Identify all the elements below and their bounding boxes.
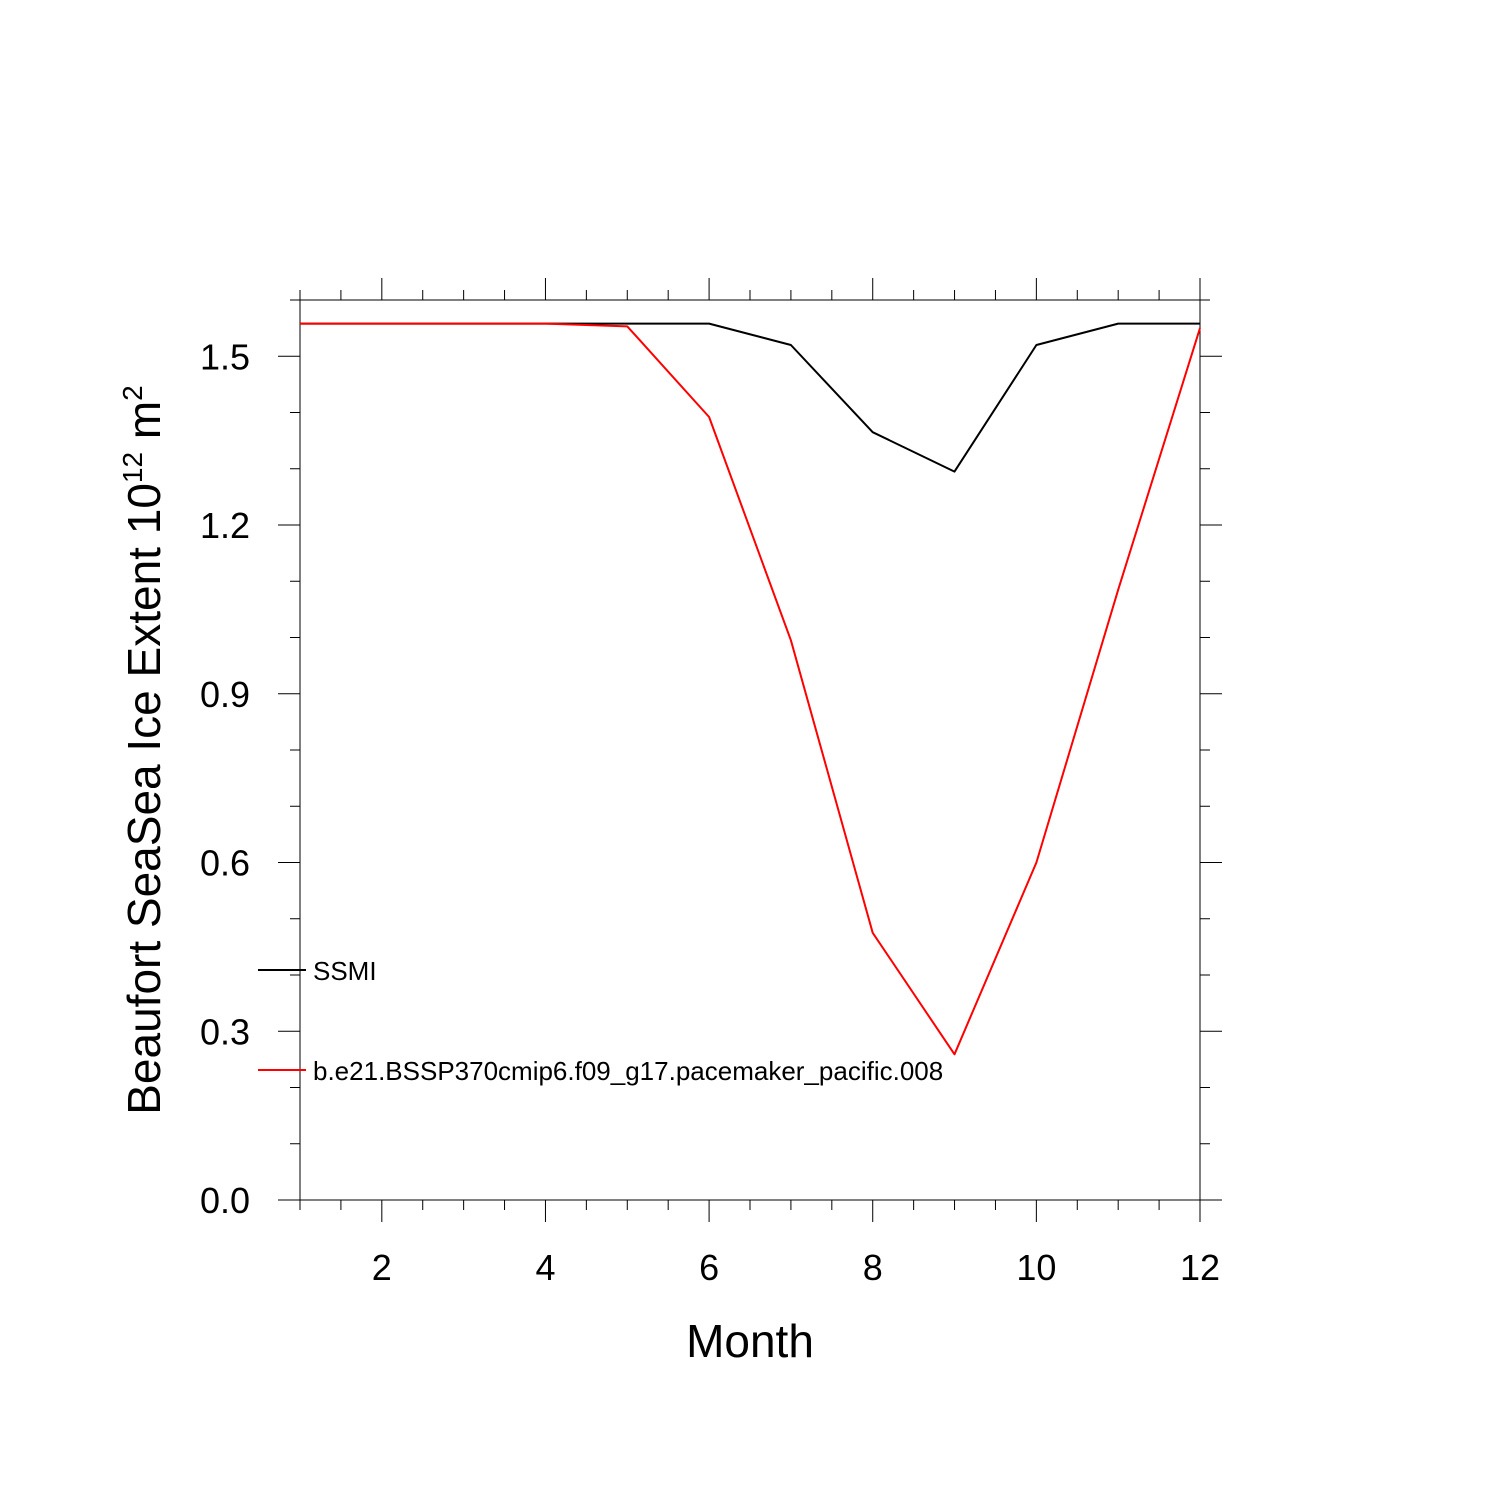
y-tick-label: 1.2 <box>200 505 250 546</box>
axis-ticks <box>278 278 1222 1222</box>
x-tick-label: 6 <box>699 1247 719 1288</box>
y-axis-title-main: Beaufort SeaSea Ice Extent 10 <box>118 483 170 1115</box>
y-axis-title: Beaufort SeaSea Ice Extent 1012 m2 <box>117 385 170 1115</box>
x-tick-label: 2 <box>372 1247 392 1288</box>
x-tick-label: 8 <box>863 1247 883 1288</box>
x-tick-label: 10 <box>1016 1247 1056 1288</box>
y-tick-label: 0.9 <box>200 674 250 715</box>
y-tick-label: 0.6 <box>200 843 250 884</box>
y-tick-label: 0.0 <box>200 1180 250 1221</box>
series-lines <box>300 322 1201 1056</box>
plot-frame <box>299 299 1201 1201</box>
y-tick-label: 1.5 <box>200 336 250 377</box>
y-axis-title-unit: m <box>118 401 170 452</box>
y-tick-label: 0.3 <box>200 1011 250 1052</box>
x-axis-title: Month <box>686 1315 814 1367</box>
series-line-1 <box>300 322 1200 473</box>
tick-labels: 2 4 6 8 10 12 0.0 0.3 0.6 0.9 1.2 1.5 <box>200 336 1220 1288</box>
y-axis-title-unit-exponent: 2 <box>117 385 148 401</box>
x-tick-label: 4 <box>535 1247 555 1288</box>
x-tick-label: 12 <box>1180 1247 1220 1288</box>
y-axis-title-exponent: 12 <box>117 452 148 483</box>
legend-label: b.e21.BSSP370cmip6.f09_g17.pacemaker_pac… <box>313 1056 943 1086</box>
series-line-2 <box>300 322 1201 1056</box>
legend-label: SSMI <box>313 956 377 986</box>
legend: SSMI b.e21.BSSP370cmip6.f09_g17.pacemaker… <box>258 956 943 1086</box>
